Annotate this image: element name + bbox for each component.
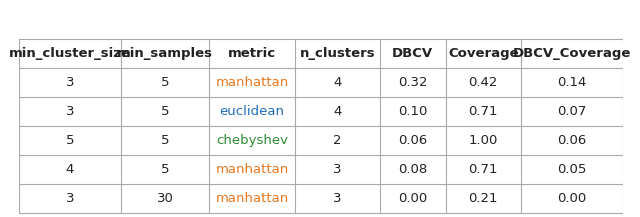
Text: 0.08: 0.08 xyxy=(398,163,428,176)
Text: 0.07: 0.07 xyxy=(557,105,586,118)
Text: manhattan: manhattan xyxy=(216,192,289,205)
Text: manhattan: manhattan xyxy=(216,163,289,176)
Text: 3: 3 xyxy=(66,76,74,89)
Text: 4: 4 xyxy=(66,163,74,176)
Text: 1.00: 1.00 xyxy=(468,134,498,147)
Text: 3: 3 xyxy=(333,163,342,176)
Text: 0.71: 0.71 xyxy=(468,163,498,176)
Text: 5: 5 xyxy=(66,134,74,147)
Text: 0.06: 0.06 xyxy=(557,134,586,147)
Text: 0.42: 0.42 xyxy=(468,76,498,89)
Text: 4: 4 xyxy=(333,105,342,118)
Text: DBCV_Coverage: DBCV_Coverage xyxy=(513,47,631,60)
Text: manhattan: manhattan xyxy=(216,76,289,89)
Text: 0.10: 0.10 xyxy=(398,105,428,118)
Text: 0.71: 0.71 xyxy=(468,105,498,118)
Text: 30: 30 xyxy=(157,192,173,205)
Text: 3: 3 xyxy=(333,192,342,205)
Text: 5: 5 xyxy=(161,134,170,147)
Text: 3: 3 xyxy=(66,192,74,205)
Text: 0.14: 0.14 xyxy=(557,76,586,89)
Text: chebyshev: chebyshev xyxy=(216,134,288,147)
Text: 0.00: 0.00 xyxy=(557,192,586,205)
Text: 5: 5 xyxy=(161,76,170,89)
Text: 0.21: 0.21 xyxy=(468,192,498,205)
Text: min_cluster_size: min_cluster_size xyxy=(9,47,131,60)
Text: euclidean: euclidean xyxy=(220,105,285,118)
Text: n_clusters: n_clusters xyxy=(300,47,375,60)
Text: 5: 5 xyxy=(161,105,170,118)
Text: 5: 5 xyxy=(161,163,170,176)
Text: 0.32: 0.32 xyxy=(398,76,428,89)
Text: 0.06: 0.06 xyxy=(398,134,428,147)
Text: Coverage: Coverage xyxy=(448,47,518,60)
Text: 4: 4 xyxy=(333,76,342,89)
Text: 0.05: 0.05 xyxy=(557,163,586,176)
Text: 0.00: 0.00 xyxy=(398,192,428,205)
Text: 3: 3 xyxy=(66,105,74,118)
Text: min_samples: min_samples xyxy=(117,47,213,60)
Text: metric: metric xyxy=(228,47,276,60)
Text: DBCV: DBCV xyxy=(392,47,433,60)
Text: 2: 2 xyxy=(333,134,342,147)
